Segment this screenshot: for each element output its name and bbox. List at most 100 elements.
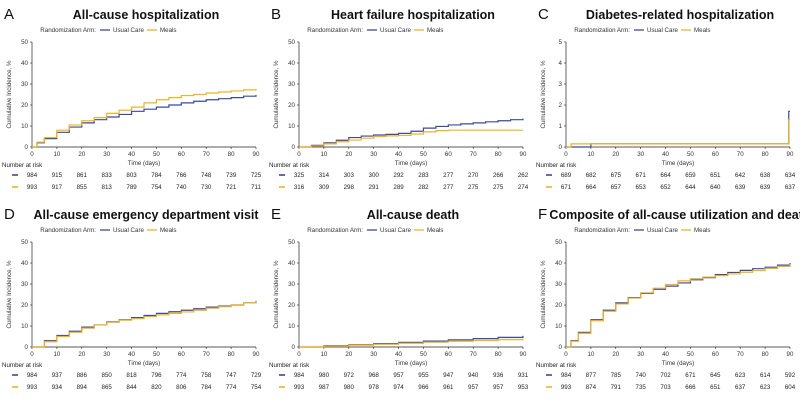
risk-usual-care-value: 614 [760, 372, 771, 379]
x-tick-label: 60 [445, 151, 452, 158]
risk-usual-care-value: 659 [685, 172, 696, 179]
x-tick-label: 40 [662, 351, 669, 358]
y-axis-label: Cumulative Incidence, % [273, 260, 280, 329]
panel-f-svg: F Composite of all-cause utilization and … [536, 206, 800, 391]
risk-meals-value: 664 [586, 184, 597, 191]
risk-meals-value: 721 [226, 184, 237, 191]
panel-d: D All-cause emergency department visit Ran… [0, 200, 266, 400]
risk-meals-value: 666 [685, 384, 696, 391]
y-tick-label: 10 [288, 323, 295, 330]
risk-meals-value: 316 [294, 184, 305, 191]
x-axis-label: Time (days) [395, 360, 427, 367]
risk-meals-value: 604 [785, 384, 796, 391]
risk-meals-value: 637 [785, 184, 796, 191]
risk-meals-value: 993 [27, 384, 38, 391]
y-tick-label: 30 [555, 281, 562, 288]
panel-label: C [538, 6, 549, 23]
risk-meals-value: 754 [151, 184, 162, 191]
y-tick-label: 10 [21, 123, 28, 130]
risk-usual-care-value: 592 [785, 372, 796, 379]
risk-usual-care-value: 937 [52, 372, 63, 379]
usual-care-line [32, 300, 257, 348]
risk-usual-care-value: 747 [226, 372, 237, 379]
panel-label: B [271, 6, 281, 23]
risk-meals-value: 774 [226, 384, 237, 391]
risk-meals-value: 961 [443, 384, 454, 391]
y-tick-label: 0 [559, 344, 563, 351]
risk-usual-care-value: 972 [344, 372, 355, 379]
legend-title: Randomization Arm: [574, 227, 630, 234]
number-at-risk-label: Number at risk [2, 362, 43, 369]
panel-a: A All-cause hospitalization Randomization … [0, 0, 266, 200]
y-tick-label: 10 [21, 323, 28, 330]
x-tick-label: 50 [420, 151, 427, 158]
x-tick-label: 70 [737, 351, 744, 358]
risk-usual-care-value: 955 [418, 372, 429, 379]
x-tick-label: 20 [345, 151, 352, 158]
legend-title: Randomization Arm: [307, 227, 363, 234]
risk-meals-value: 844 [126, 384, 137, 391]
x-tick-label: 10 [53, 151, 60, 158]
risk-meals-value: 640 [710, 184, 721, 191]
risk-usual-care-value: 739 [226, 172, 237, 179]
risk-meals-value: 653 [636, 184, 647, 191]
legend-usual-care-label: Usual Care [113, 27, 145, 34]
risk-meals-value: 274 [518, 184, 529, 191]
panel-title: Heart failure hospitalization [331, 8, 495, 22]
risk-meals-value: 993 [294, 384, 305, 391]
risk-meals-value: 917 [52, 184, 63, 191]
risk-usual-care-value: 729 [251, 372, 262, 379]
x-tick-label: 90 [520, 351, 527, 358]
risk-meals-value: 993 [27, 184, 38, 191]
y-tick-label: 20 [21, 102, 28, 109]
panel-d-svg: D All-cause emergency department visit Ran… [2, 206, 262, 391]
x-tick-label: 80 [228, 151, 235, 158]
x-tick-label: 40 [128, 351, 135, 358]
legend-usual-care-label: Usual Care [380, 227, 412, 234]
legend: Randomization Arm: Usual Care Meals [40, 227, 176, 234]
y-tick-label: 40 [555, 260, 562, 267]
x-tick-label: 90 [253, 351, 260, 358]
legend: Randomization Arm: Usual Care Meals [574, 27, 710, 34]
risk-usual-care-value: 638 [760, 172, 771, 179]
risk-usual-care-value: 915 [52, 172, 63, 179]
x-tick-label: 70 [470, 151, 477, 158]
risk-usual-care-value: 675 [611, 172, 622, 179]
y-axis-label: Cumulative Incidence, % [540, 60, 547, 129]
y-tick-label: 30 [21, 81, 28, 88]
panel-title: Composite of all-cause utilization and d… [549, 208, 800, 222]
risk-meals-value: 813 [102, 184, 113, 191]
x-axis-label: Time (days) [128, 160, 160, 167]
risk-meals-value: 735 [636, 384, 647, 391]
risk-usual-care-value: 758 [201, 372, 212, 379]
risk-usual-care-value: 861 [77, 172, 88, 179]
usual-care-line [299, 335, 524, 348]
risk-meals-value: 651 [710, 384, 721, 391]
risk-usual-care-value: 796 [151, 372, 162, 379]
number-at-risk-label: Number at risk [536, 162, 577, 169]
x-tick-label: 10 [320, 151, 327, 158]
x-tick-label: 90 [787, 351, 794, 358]
risk-meals-value: 740 [176, 184, 187, 191]
y-tick-label: 50 [21, 239, 28, 246]
risk-usual-care-value: 957 [393, 372, 404, 379]
meals-line [566, 119, 790, 148]
x-tick-label: 0 [297, 151, 301, 158]
panel-title: Diabetes-related hospitalization [586, 8, 774, 22]
y-tick-label: 50 [21, 39, 28, 46]
x-tick-label: 0 [297, 351, 301, 358]
risk-usual-care-value: 984 [27, 172, 38, 179]
risk-usual-care-value: 664 [660, 172, 671, 179]
y-tick-label: 20 [288, 302, 295, 309]
risk-usual-care-value: 774 [176, 372, 187, 379]
y-tick-label: 5 [559, 39, 563, 46]
x-tick-label: 30 [637, 151, 644, 158]
meals-line [566, 264, 791, 348]
risk-meals-value: 309 [319, 184, 330, 191]
risk-usual-care-value: 303 [344, 172, 355, 179]
risk-usual-care-value: 266 [493, 172, 504, 179]
y-tick-label: 0 [25, 344, 29, 351]
x-tick-label: 20 [78, 151, 85, 158]
risk-usual-care-value: 682 [586, 172, 597, 179]
